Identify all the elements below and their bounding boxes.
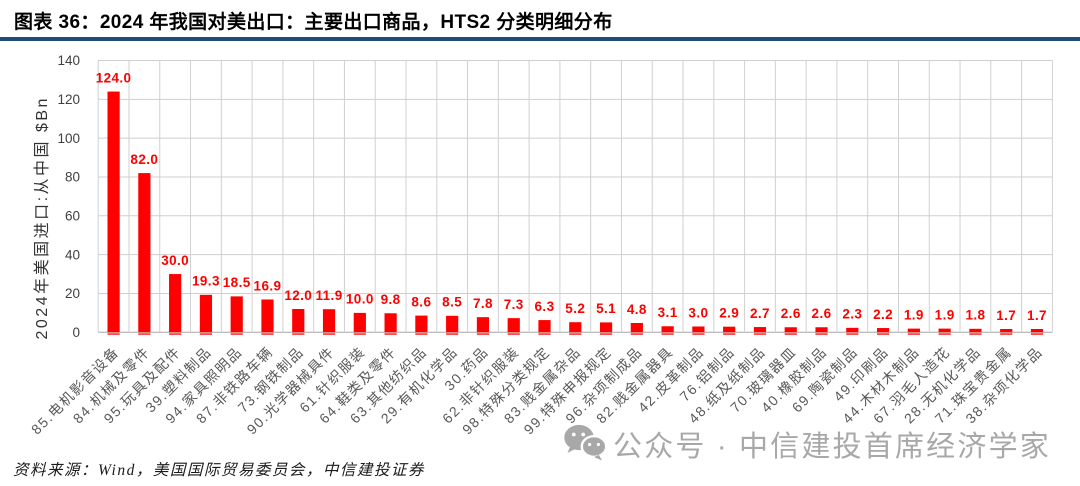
svg-text:1.9: 1.9	[904, 307, 924, 322]
svg-text:12.0: 12.0	[284, 288, 312, 303]
svg-text:60: 60	[65, 209, 80, 224]
svg-text:2.7: 2.7	[750, 306, 770, 321]
svg-text:7.8: 7.8	[473, 296, 493, 311]
svg-text:124.0: 124.0	[96, 70, 132, 85]
svg-text:6.3: 6.3	[535, 299, 555, 314]
svg-text:10.0: 10.0	[346, 292, 374, 307]
svg-text:1.7: 1.7	[1027, 308, 1047, 323]
svg-text:40: 40	[65, 247, 80, 262]
svg-text:1.7: 1.7	[996, 308, 1016, 323]
svg-text:2.6: 2.6	[781, 306, 801, 321]
svg-text:82.0: 82.0	[130, 152, 158, 167]
svg-text:80: 80	[65, 170, 80, 185]
svg-text:0: 0	[72, 325, 80, 340]
svg-text:18.5: 18.5	[223, 275, 251, 290]
svg-text:9.8: 9.8	[381, 292, 401, 307]
svg-text:7.3: 7.3	[504, 297, 524, 312]
svg-text:5.2: 5.2	[565, 301, 585, 316]
svg-text:2.9: 2.9	[719, 305, 739, 320]
svg-text:120: 120	[57, 92, 80, 107]
svg-text:1.8: 1.8	[965, 308, 985, 323]
svg-text:2.3: 2.3	[842, 307, 862, 322]
svg-text:8.6: 8.6	[411, 294, 431, 309]
svg-text:30.0: 30.0	[161, 253, 189, 268]
svg-text:100: 100	[57, 131, 80, 146]
svg-text:2.6: 2.6	[812, 306, 832, 321]
svg-text:2024年美国进口:从中国 $Bn: 2024年美国进口:从中国 $Bn	[33, 96, 51, 339]
svg-text:16.9: 16.9	[254, 278, 282, 293]
svg-text:20: 20	[65, 286, 80, 301]
svg-text:2.2: 2.2	[873, 307, 893, 322]
svg-text:4.8: 4.8	[627, 302, 647, 317]
svg-text:8.5: 8.5	[442, 295, 462, 310]
svg-text:3.1: 3.1	[658, 305, 678, 320]
svg-text:19.3: 19.3	[192, 274, 220, 289]
svg-text:11.9: 11.9	[315, 288, 342, 303]
svg-text:1.9: 1.9	[935, 307, 955, 322]
svg-text:5.1: 5.1	[596, 301, 616, 316]
svg-text:3.0: 3.0	[688, 305, 708, 320]
svg-text:140: 140	[57, 53, 80, 68]
